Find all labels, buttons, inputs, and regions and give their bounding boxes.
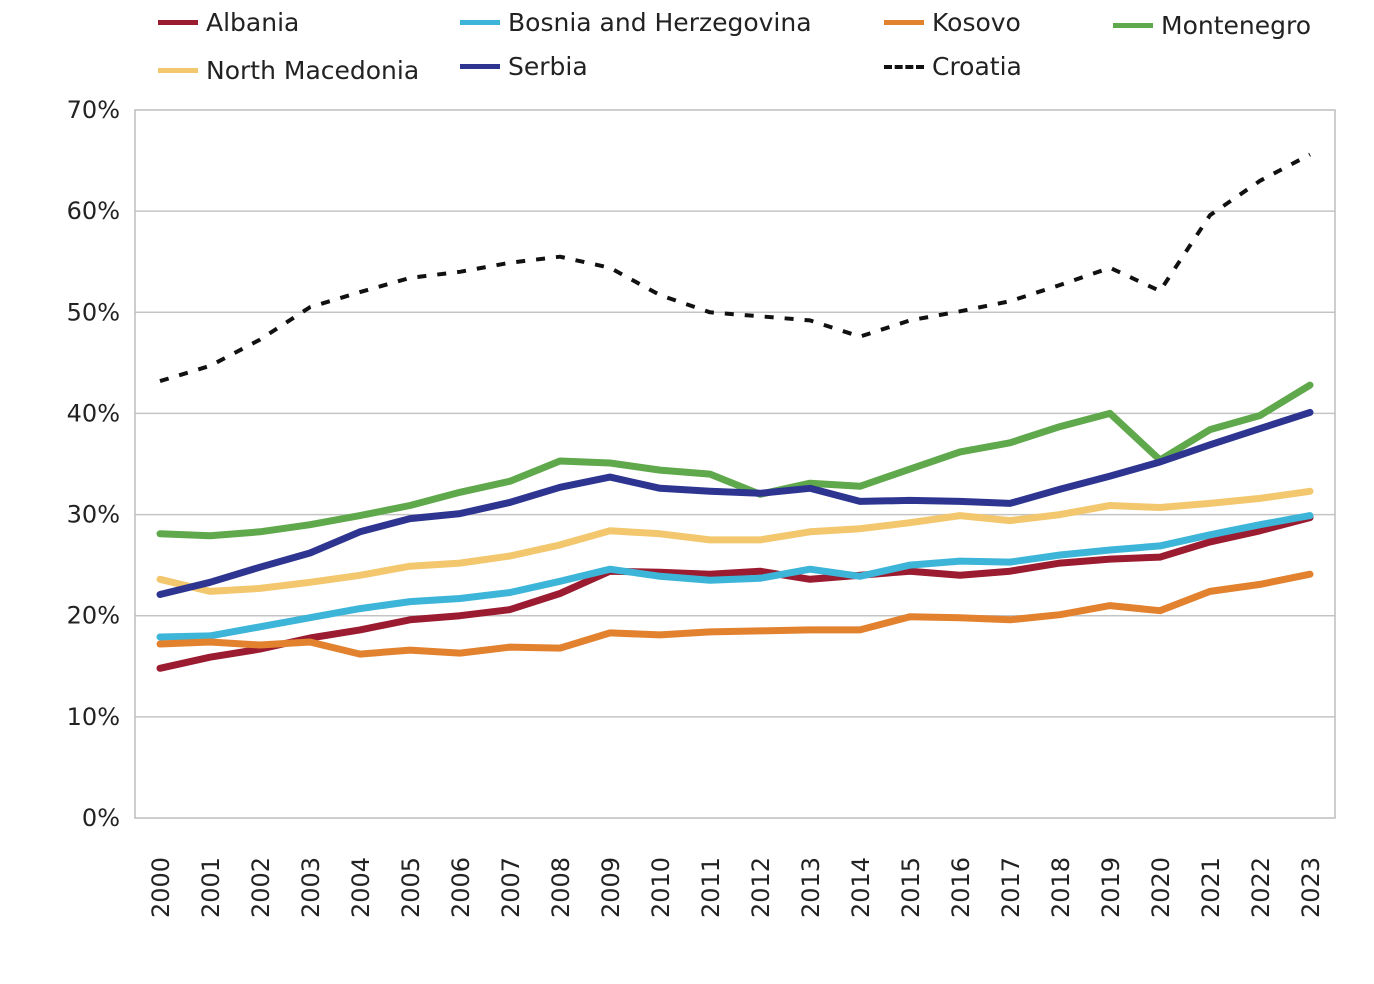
x-tick-label: 2014: [847, 857, 875, 918]
x-tick-label: 2020: [1147, 857, 1175, 918]
legend-item-croatia: Croatia: [884, 52, 1022, 81]
x-tick-label: 2011: [697, 857, 725, 918]
x-tick-label: 2010: [647, 857, 675, 918]
x-tick-label: 2013: [797, 857, 825, 918]
legend-swatch-serbia: [460, 64, 500, 69]
x-tick-label: 2017: [997, 857, 1025, 918]
x-tick-label: 2016: [947, 857, 975, 918]
legend-item-north-macedonia: North Macedonia: [158, 56, 419, 85]
y-tick-label: 70%: [67, 96, 120, 124]
x-tick-label: 2023: [1297, 857, 1325, 918]
x-tick-label: 2003: [297, 857, 325, 918]
legend-label-bosnia: Bosnia and Herzegovina: [508, 8, 812, 37]
series-line-bosnia-and-herzegovina: [156, 512, 1314, 641]
legend-item-kosovo: Kosovo: [884, 8, 1021, 37]
y-tick-label: 40%: [67, 399, 120, 427]
legend-swatch-kosovo: [884, 20, 924, 25]
x-tick-label: 2018: [1047, 857, 1075, 918]
x-tick-label: 2009: [597, 857, 625, 918]
series-line-north-macedonia: [156, 487, 1314, 595]
plot-frame: [134, 109, 1336, 819]
x-tick-label: 2015: [897, 857, 925, 918]
y-tick-label: 10%: [67, 703, 120, 731]
legend-item-bosnia: Bosnia and Herzegovina: [460, 8, 812, 37]
x-tick-label: 2008: [547, 857, 575, 918]
legend-swatch-montenegro: [1113, 23, 1153, 28]
x-tick-label: 2006: [447, 857, 475, 918]
legend-label-serbia: Serbia: [508, 52, 588, 81]
x-tick-label: 2012: [747, 857, 775, 918]
x-axis-ticks: 2000 2001 2002 2003 2004 2005 2006 2007 2008 2009…: [147, 857, 1325, 918]
series-line-serbia: [156, 408, 1314, 598]
legend-label-croatia: Croatia: [932, 52, 1022, 81]
legend-label-kosovo: Kosovo: [932, 8, 1021, 37]
x-tick-label: 2007: [497, 857, 525, 918]
legend-swatch-croatia: [884, 64, 924, 69]
y-tick-label: 60%: [67, 197, 120, 225]
series-lines: [156, 152, 1314, 672]
series-line-albania: [156, 514, 1314, 672]
series-line-kosovo: [156, 570, 1314, 658]
x-tick-label: 2004: [347, 857, 375, 918]
legend-item-montenegro: Montenegro: [1113, 11, 1311, 40]
y-tick-label: 30%: [67, 501, 120, 529]
legend-label-montenegro: Montenegro: [1161, 11, 1312, 40]
y-axis-ticks: 0% 10% 20% 30% 40% 50% 60% 70%: [67, 96, 120, 832]
legend-label-north-macedonia: North Macedonia: [206, 56, 420, 85]
y-tick-label: 0%: [82, 804, 120, 832]
x-tick-label: 2000: [147, 857, 175, 918]
legend-swatch-bosnia: [460, 20, 500, 25]
x-tick-label: 2005: [397, 857, 425, 918]
x-tick-label: 2001: [197, 857, 225, 918]
x-tick-label: 2021: [1197, 857, 1225, 918]
y-tick-label: 20%: [67, 602, 120, 630]
legend-label-albania: Albania: [206, 8, 300, 37]
x-tick-label: 2002: [247, 857, 275, 918]
y-tick-label: 50%: [67, 298, 120, 326]
legend-swatch-albania: [158, 20, 198, 25]
legend-item-albania: Albania: [158, 8, 299, 37]
legend-swatch-north-macedonia: [158, 68, 198, 73]
legend-item-serbia: Serbia: [460, 52, 588, 81]
x-tick-label: 2022: [1247, 857, 1275, 918]
series-line-montenegro: [156, 381, 1314, 540]
x-tick-label: 2019: [1097, 857, 1125, 918]
series-line-croatia: [159, 152, 1311, 384]
